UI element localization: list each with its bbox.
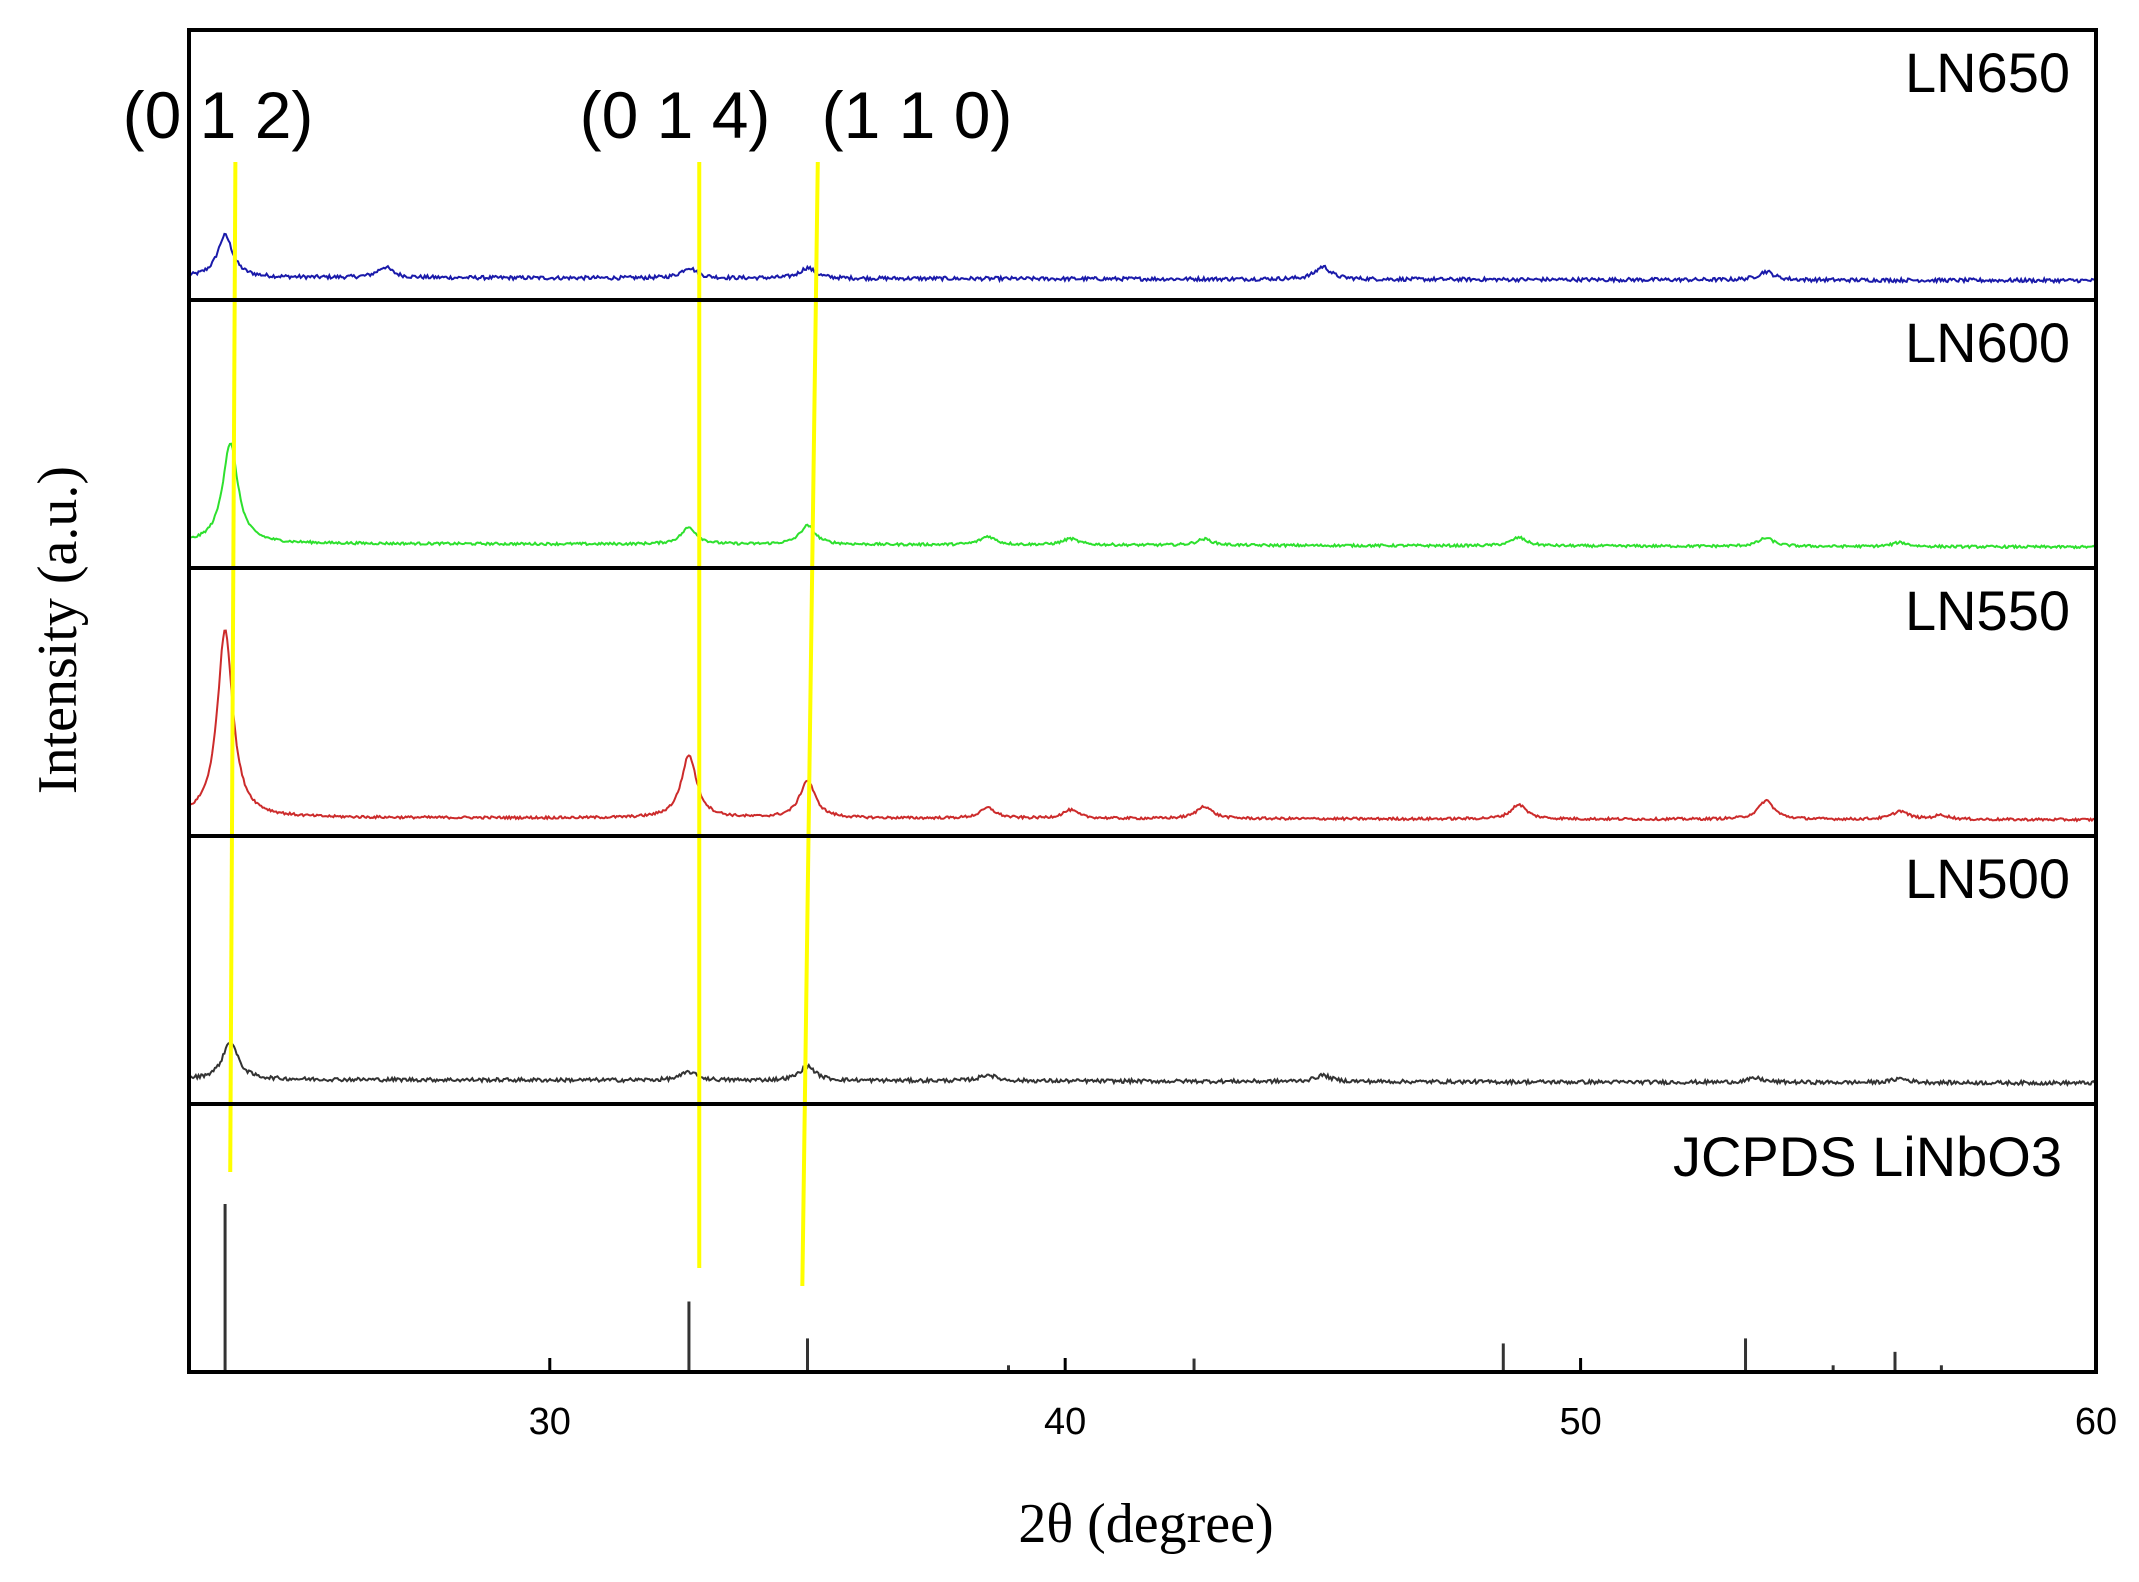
annotation-lines <box>228 161 820 1287</box>
panel-label-ln500: LN500 <box>1905 847 2070 910</box>
x-tick-label: 40 <box>1044 1401 1086 1443</box>
annotation-line <box>228 161 238 1173</box>
x-axis: 30 40 50 60 <box>529 1358 2117 1443</box>
trace-ln600 <box>188 442 2097 550</box>
panel-labels: LN650 LN600 LN550 LN500 JCPDS LiNbO3 (0 1 2) (… <box>123 41 2070 1188</box>
y-axis-title: Intensity (a.u.) <box>27 466 89 794</box>
panel-label-ln600: LN600 <box>1905 311 2070 374</box>
diffraction-traces <box>188 232 2097 1087</box>
plane-label: (1 1 0) <box>822 78 1013 152</box>
plane-label: (0 1 4) <box>580 78 771 152</box>
x-tick-label: 30 <box>529 1401 571 1443</box>
trace-ln550 <box>188 629 2097 823</box>
x-tick-label: 60 <box>2075 1401 2117 1443</box>
panel-label-ln650: LN650 <box>1905 41 2070 104</box>
x-tick-label: 50 <box>1559 1401 1601 1443</box>
trace-ln500 <box>188 1042 2097 1087</box>
plane-label: (0 1 2) <box>123 78 314 152</box>
trace-ln650 <box>188 232 2096 285</box>
plot-border <box>187 28 2098 1374</box>
axes-frame <box>187 28 2098 1374</box>
panel-label-reference: JCPDS LiNbO3 <box>1673 1125 2062 1188</box>
annotation-line <box>800 161 820 1287</box>
reference-pattern <box>223 1204 1943 1372</box>
panel-label-ln550: LN550 <box>1905 579 2070 642</box>
x-axis-title: 2θ (degree) <box>1018 1493 1273 1555</box>
